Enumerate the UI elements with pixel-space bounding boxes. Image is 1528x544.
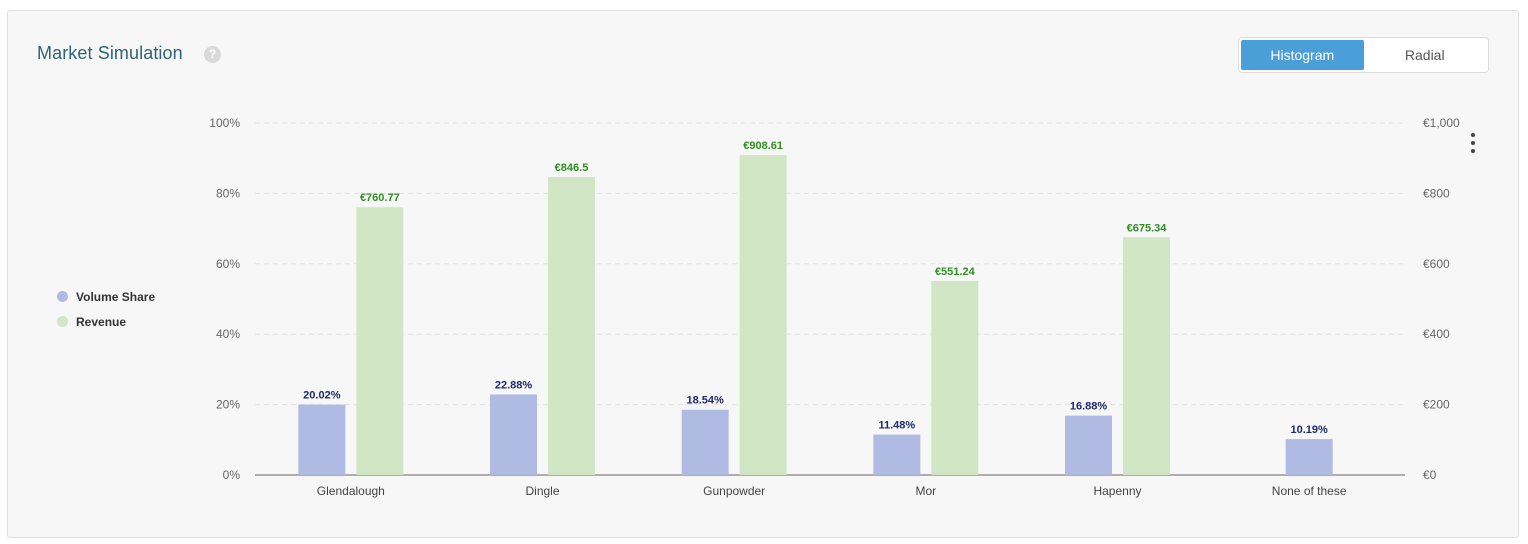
data-label-volume-share: 22.88%: [495, 379, 533, 391]
data-label-volume-share: 11.48%: [878, 420, 915, 432]
right-tick-label: €400: [1423, 327, 1450, 341]
left-tick-label: 20%: [216, 398, 240, 412]
tab-histogram[interactable]: Histogram: [1241, 40, 1364, 70]
page-title: Market Simulation: [37, 43, 183, 63]
category-label: Hapenny: [1093, 484, 1141, 498]
category-label: Glendalough: [317, 484, 385, 498]
left-tick-label: 40%: [216, 327, 240, 341]
data-label-revenue: €908.61: [743, 140, 783, 152]
data-label-volume-share: 18.54%: [687, 395, 725, 407]
bar-revenue: [548, 177, 595, 476]
chart-type-toggle: Histogram Radial: [1238, 37, 1489, 73]
left-tick-label: 80%: [216, 186, 240, 200]
data-label-volume-share: 20.02%: [303, 390, 341, 402]
legend-item-revenue[interactable]: Revenue: [57, 309, 155, 334]
bar-revenue: [931, 280, 979, 475]
legend-swatch-revenue: [57, 316, 68, 327]
data-label-volume-share: 10.19%: [1291, 424, 1329, 436]
category-label: Dingle: [525, 484, 559, 498]
category-label: Gunpowder: [703, 484, 765, 498]
left-tick-label: 60%: [216, 257, 240, 271]
right-tick-label: €1,000: [1423, 116, 1460, 130]
left-tick-label: 100%: [209, 116, 240, 130]
chart-legend: Volume Share Revenue: [57, 284, 155, 334]
bar-revenue: [1123, 237, 1170, 475]
data-label-revenue: €551.24: [935, 266, 976, 278]
bar-volume-share: [681, 409, 729, 475]
legend-label: Volume Share: [76, 289, 156, 304]
legend-label: Revenue: [76, 314, 127, 329]
tab-radial[interactable]: Radial: [1404, 47, 1445, 63]
right-tick-label: €600: [1423, 257, 1450, 271]
right-tick-label: €0: [1423, 468, 1437, 482]
bar-revenue: [739, 155, 787, 475]
bar-revenue: [356, 207, 404, 475]
help-icon[interactable]: ?: [204, 46, 221, 63]
left-tick-label: 0%: [223, 468, 241, 482]
data-label-revenue: €675.34: [1127, 222, 1168, 234]
bar-volume-share: [873, 434, 921, 475]
legend-item-volume-share[interactable]: Volume Share: [57, 284, 155, 309]
bar-volume-share: [490, 394, 537, 475]
legend-swatch-volume-share: [57, 291, 68, 302]
right-tick-label: €200: [1423, 398, 1450, 412]
bar-volume-share: [298, 404, 346, 475]
data-label-revenue: €846.5: [555, 162, 589, 174]
bar-volume-share: [1285, 439, 1333, 475]
category-label: Mor: [915, 484, 936, 498]
bar-volume-share: [1065, 415, 1112, 475]
data-label-revenue: €760.77: [360, 192, 400, 204]
right-tick-label: €800: [1423, 186, 1450, 200]
category-label: None of these: [1272, 484, 1347, 498]
vertical-ellipsis-icon[interactable]: [1466, 131, 1480, 155]
data-label-volume-share: 16.88%: [1070, 401, 1108, 413]
